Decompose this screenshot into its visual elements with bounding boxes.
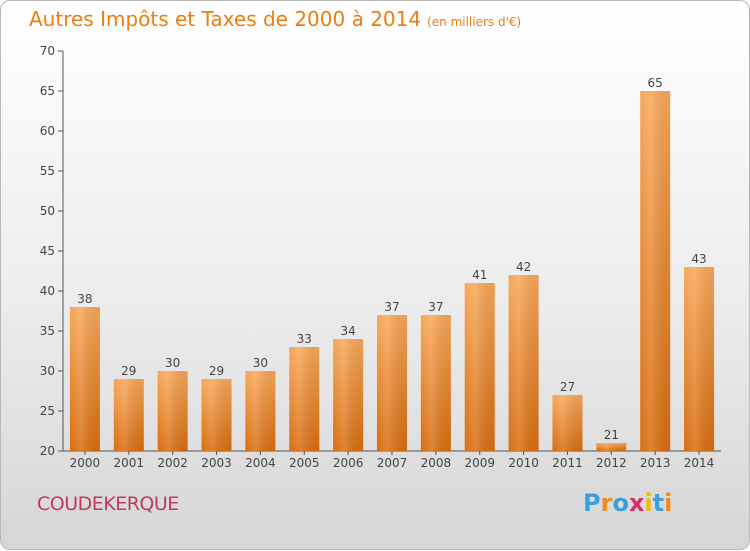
- data-label: 65: [648, 76, 663, 90]
- data-label: 29: [121, 364, 136, 378]
- data-label: 37: [428, 300, 443, 314]
- logo-letter: x: [628, 489, 645, 517]
- logo-letter: i: [664, 489, 673, 517]
- proxiti-logo: Proxiti: [583, 489, 672, 517]
- data-label: 42: [516, 260, 531, 274]
- x-tick-label: 2012: [596, 456, 627, 470]
- data-label: 34: [340, 324, 355, 338]
- bar-shine: [201, 379, 232, 451]
- bar-shine: [552, 395, 583, 451]
- data-label: 43: [691, 252, 706, 266]
- logo-letter: o: [612, 489, 629, 517]
- logo-letter: i: [644, 489, 653, 517]
- data-label: 33: [297, 332, 312, 346]
- data-label: 29: [209, 364, 224, 378]
- y-tick-label: 45: [40, 244, 55, 258]
- chart-unit-note: (en milliers d'€): [427, 15, 522, 29]
- data-label: 38: [77, 292, 92, 306]
- y-tick-label: 30: [40, 364, 55, 378]
- x-tick-label: 2006: [333, 456, 364, 470]
- x-tick-label: 2007: [377, 456, 408, 470]
- bar-shine: [508, 275, 539, 451]
- x-tick-label: 2009: [464, 456, 495, 470]
- bar-shine: [289, 347, 320, 451]
- data-label: 30: [253, 356, 268, 370]
- chart-title: Autres Impôts et Taxes de 2000 à 2014: [29, 7, 422, 31]
- y-tick-label: 40: [40, 284, 55, 298]
- bar-shine: [245, 371, 276, 451]
- x-tick-label: 2003: [201, 456, 232, 470]
- data-label: 21: [604, 428, 619, 442]
- bar-shine: [420, 315, 451, 451]
- x-tick-label: 2011: [552, 456, 583, 470]
- bar-shine: [113, 379, 144, 451]
- x-tick-label: 2013: [640, 456, 671, 470]
- data-label: 41: [472, 268, 487, 282]
- x-tick-label: 2005: [289, 456, 320, 470]
- logo-letter: t: [652, 489, 665, 517]
- y-tick-label: 20: [40, 444, 55, 458]
- y-tick-label: 60: [40, 124, 55, 138]
- data-label: 27: [560, 380, 575, 394]
- bar-shine: [377, 315, 407, 451]
- y-tick-label: 65: [40, 84, 55, 98]
- bar-shine: [333, 339, 364, 451]
- bar-shine: [596, 443, 627, 451]
- y-tick-label: 55: [40, 164, 55, 178]
- x-tick-label: 2004: [245, 456, 276, 470]
- x-tick-label: 2010: [508, 456, 539, 470]
- y-tick-label: 50: [40, 204, 55, 218]
- bar-shine: [157, 371, 188, 451]
- data-label: 37: [384, 300, 399, 314]
- x-tick-label: 2000: [70, 456, 101, 470]
- logo-letter: P: [583, 489, 601, 517]
- data-label: 30: [165, 356, 180, 370]
- x-tick-label: 2008: [421, 456, 452, 470]
- commune-name: COUDEKERQUE: [37, 493, 179, 515]
- chart-title-block: Autres Impôts et Taxes de 2000 à 2014 (en…: [29, 7, 521, 31]
- bar-shine: [464, 283, 495, 451]
- bar-shine: [684, 267, 715, 451]
- logo-letter: r: [600, 489, 613, 517]
- bar-shine: [640, 91, 671, 451]
- x-tick-label: 2014: [684, 456, 715, 470]
- y-tick-label: 70: [40, 44, 55, 58]
- x-tick-label: 2002: [157, 456, 188, 470]
- y-tick-label: 35: [40, 324, 55, 338]
- bar-shine: [69, 307, 100, 451]
- x-tick-label: 2001: [114, 456, 145, 470]
- y-tick-label: 25: [40, 404, 55, 418]
